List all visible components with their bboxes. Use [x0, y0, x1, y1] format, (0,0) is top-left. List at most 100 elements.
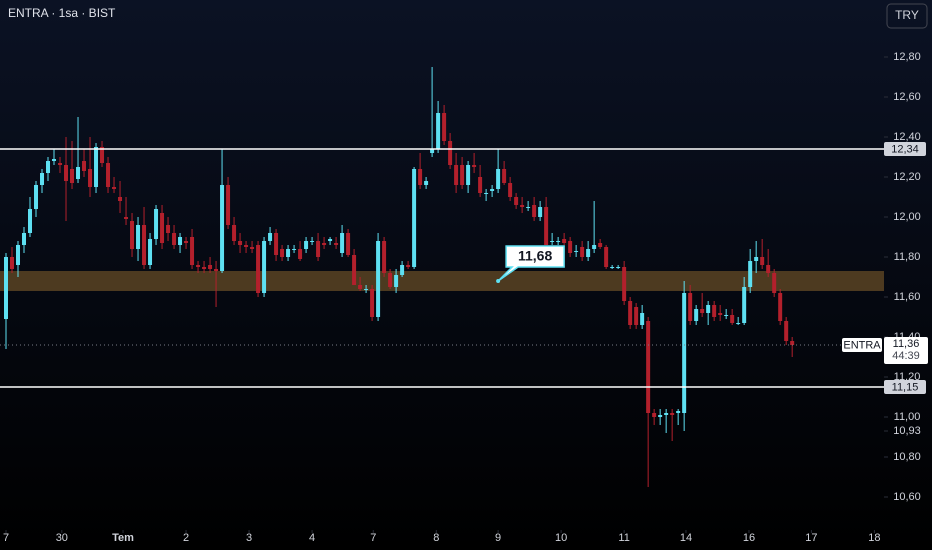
x-tick-label: 30 — [56, 532, 68, 544]
candle-body — [106, 163, 111, 187]
candle-body — [94, 147, 99, 187]
candle-body — [46, 161, 51, 173]
candle-body — [16, 245, 21, 265]
candle-body — [568, 241, 573, 253]
symbol-label: ENTRA — [843, 339, 881, 351]
candle-body — [688, 293, 693, 321]
candle-body — [694, 309, 699, 321]
candle-body — [178, 237, 183, 245]
candle-body — [478, 177, 483, 193]
candle-body — [4, 257, 9, 319]
candle-body — [202, 267, 207, 269]
candle-body — [406, 265, 411, 267]
candle-body — [232, 225, 237, 241]
candle-body — [10, 257, 15, 269]
currency-button[interactable] — [886, 3, 928, 29]
candle-body — [76, 167, 81, 179]
candle-body — [70, 169, 75, 183]
candle-body — [574, 251, 579, 252]
candle-body — [718, 313, 723, 315]
candle-body — [790, 341, 795, 345]
candle-body — [520, 205, 525, 207]
candle-body — [196, 265, 201, 267]
candle-body — [658, 415, 663, 417]
candle-body — [22, 233, 27, 245]
annotation-callout — [497, 245, 565, 282]
candle-body — [754, 257, 759, 261]
x-tick-label: 10 — [555, 532, 567, 544]
candle-body — [382, 241, 387, 273]
candle-body — [244, 245, 249, 247]
candle-body — [208, 265, 213, 269]
candle-body — [364, 289, 369, 290]
countdown-label: 44:39 — [892, 350, 920, 362]
candle-body — [130, 221, 135, 249]
candle-body — [394, 275, 399, 287]
candle-body — [544, 207, 549, 245]
price-box — [884, 337, 928, 364]
candle-body — [28, 209, 33, 233]
candle-body — [214, 269, 219, 271]
candle-body — [250, 247, 255, 249]
candle-body — [64, 165, 69, 181]
y-tick-label: 12,60 — [893, 91, 921, 103]
x-tick-label: 7 — [370, 532, 376, 544]
candle-body — [298, 249, 303, 259]
x-tick-label: 16 — [743, 532, 755, 544]
candle-body — [490, 189, 495, 191]
candle-body — [556, 241, 561, 242]
candle-body — [82, 161, 87, 171]
candle-body — [352, 255, 357, 285]
candle-body — [700, 309, 705, 313]
currency-label[interactable]: TRY — [895, 8, 919, 22]
x-tick-label: 3 — [246, 532, 252, 544]
candle-body — [388, 273, 393, 287]
candle-body — [772, 273, 777, 293]
candle-body — [712, 305, 717, 317]
candle-body — [112, 187, 117, 189]
y-tick-label: 11,80 — [894, 251, 921, 263]
candle-body — [676, 411, 681, 413]
y-tick-label: 11,60 — [894, 291, 921, 303]
candle-body — [748, 261, 753, 287]
candle-body — [562, 239, 567, 243]
candle-body — [160, 213, 165, 243]
candle-body — [724, 315, 729, 316]
candle-body — [220, 185, 225, 271]
candle-body — [136, 225, 141, 249]
candle-body — [532, 205, 537, 217]
candle-body — [436, 113, 441, 149]
y-tick-label: 12,20 — [893, 171, 921, 183]
candle-body — [154, 209, 159, 239]
candle-body — [304, 241, 309, 249]
candle-body — [34, 185, 39, 209]
candle-body — [52, 159, 57, 161]
candle-body — [316, 241, 321, 257]
candle-body — [448, 141, 453, 165]
candle-body — [592, 245, 597, 249]
candle-body — [484, 193, 489, 194]
candle-body — [124, 217, 129, 219]
candle-body — [358, 285, 363, 289]
candle-body — [58, 163, 63, 165]
candle-body — [286, 249, 291, 257]
x-tick-label: 14 — [680, 532, 692, 544]
candle-body — [628, 301, 633, 325]
candle-body — [466, 165, 471, 185]
candle-body — [280, 249, 285, 257]
candle-body — [610, 267, 615, 268]
y-tick-label: 12,80 — [893, 51, 921, 63]
candle-body — [184, 241, 189, 243]
y-tick-label: 10,60 — [893, 491, 921, 503]
x-tick-label: 4 — [309, 532, 315, 544]
candle-body — [550, 241, 555, 242]
candle-body — [370, 289, 375, 317]
candle-body — [424, 181, 429, 185]
y-tick-label: 12,00 — [893, 211, 921, 223]
x-tick-label: 8 — [433, 532, 439, 544]
candle-body — [256, 245, 261, 293]
candle-body — [226, 185, 231, 225]
x-tick-label: 18 — [868, 532, 880, 544]
candle-body — [652, 413, 657, 417]
